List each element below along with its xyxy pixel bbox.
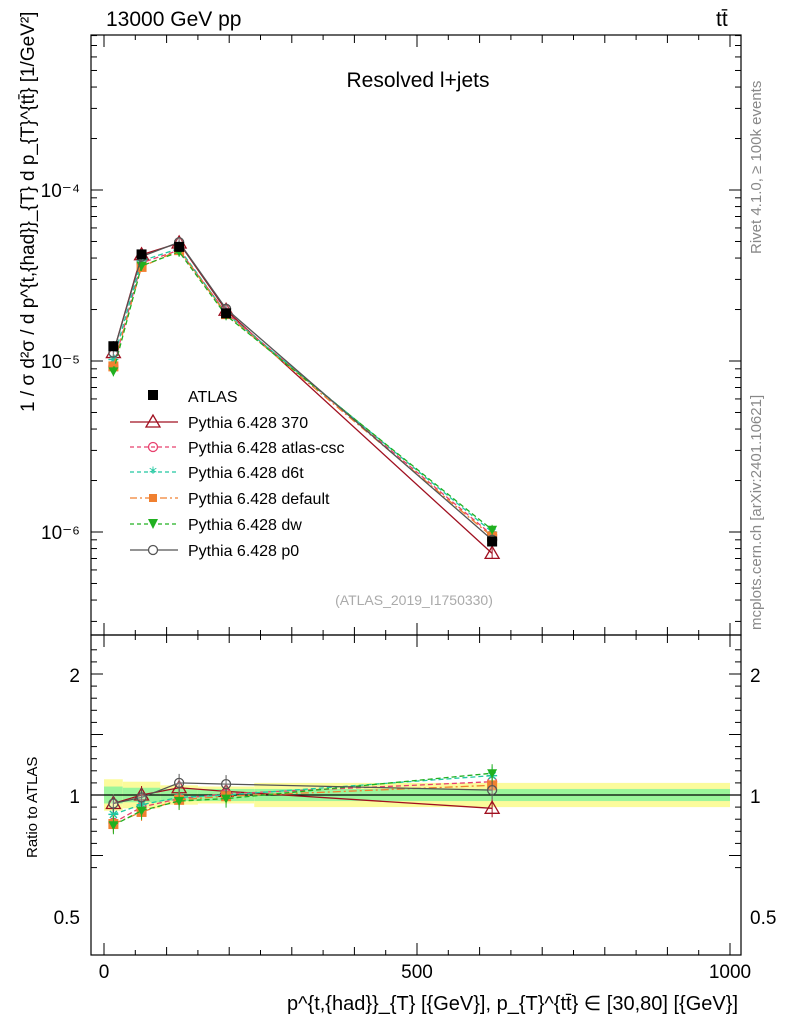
legend-370: Pythia 6.428 370 xyxy=(188,415,308,432)
ratio-point-pythia-6-428-p0 xyxy=(173,777,185,789)
ratio-point-pythia-6-428-p0 xyxy=(486,785,498,796)
ratio-uncertainty-bands xyxy=(91,779,741,811)
main-line-pythia-6-428-dw xyxy=(112,251,493,531)
ytick-1e-4: 10⁻⁴ xyxy=(41,181,80,202)
legend-marker-370 xyxy=(144,413,162,428)
legend-marker-atlascsc xyxy=(147,441,159,453)
rtick-05-right: 0.5 xyxy=(750,908,776,929)
ratio-point-pythia-6-428-dw xyxy=(136,806,147,816)
rtick-1-left: 1 xyxy=(69,787,80,808)
main-point-atlas xyxy=(108,341,119,352)
legend-marker-dw xyxy=(148,519,158,529)
legend-atlas: ATLAS xyxy=(188,389,238,406)
legend-dw: Pythia 6.428 dw xyxy=(188,517,302,534)
legend-p0: Pythia 6.428 p0 xyxy=(188,543,299,560)
ratio-point-pythia-6-428-p0 xyxy=(136,792,147,803)
ratio-point-pythia-6-428-dw xyxy=(221,794,232,804)
ratio-point-pythia-6-428-p0 xyxy=(220,778,232,790)
rtick-2-left: 2 xyxy=(69,666,80,687)
ratio-series-layer xyxy=(105,764,501,835)
ratio-point-pythia-6-428-dw xyxy=(487,769,498,779)
legend-d6t: Pythia 6.428 d6t xyxy=(188,465,304,482)
source-label: mcplots.cern.ch [arXiv:2401.10621] xyxy=(748,395,765,630)
energy-label: 13000 GeV pp xyxy=(106,8,241,31)
ratio-point-pythia-6-428-p0 xyxy=(108,798,119,809)
xlabel: p^{t,{had}}_{T} [{GeV}], p_{T}^{tt̄} ∈ [… xyxy=(287,993,738,1015)
process-label: tt̄ xyxy=(716,8,728,31)
legend-atlascsc: Pythia 6.428 atlas-csc xyxy=(188,440,345,457)
legend-default: Pythia 6.428 default xyxy=(188,491,330,508)
legend-marker-atlas xyxy=(148,390,158,400)
rtick-2-right: 2 xyxy=(750,666,761,687)
xtick-0: 0 xyxy=(99,962,110,983)
xtick-1000: 1000 xyxy=(709,962,751,983)
main-ylabel: 1 / σ d²σ / d p^{t,{had}}_{T} d p_{T}^{t… xyxy=(18,12,39,412)
plot-title: Resolved l+jets xyxy=(347,69,490,92)
legend-marker-p0 xyxy=(147,544,159,556)
ytick-1e-5: 10⁻⁵ xyxy=(41,352,80,373)
ratio-point-pythia-6-428-d6t-stroke xyxy=(109,810,118,819)
ratio-ylabel: Ratio to ATLAS xyxy=(24,757,41,858)
main-point-pythia-6-428-dw xyxy=(108,367,119,377)
rtick-05-left: 0.5 xyxy=(54,908,80,929)
main-point-atlas xyxy=(174,241,185,252)
ratio-point-pythia-6-428-dw xyxy=(174,797,185,807)
legend: ATLAS Pythia 6.428 370 Pythia 6.428 atla… xyxy=(130,389,345,560)
main-point-atlas xyxy=(136,249,147,260)
ytick-1e-6: 10⁻⁶ xyxy=(41,523,80,544)
main-point-atlas xyxy=(487,536,498,547)
main-series-layer xyxy=(105,234,501,560)
axis-frames xyxy=(90,34,742,956)
legend-marker-default xyxy=(149,494,157,502)
main-point-pythia-6-428-370 xyxy=(483,545,501,560)
legend-marker-d6t: * xyxy=(149,463,157,482)
main-point-pythia-6-428-dw xyxy=(487,525,498,535)
xtick-500: 500 xyxy=(401,962,433,983)
main-point-atlas xyxy=(221,308,232,319)
rivet-label: Rivet 4.1.0, ≥ 100k events xyxy=(748,81,765,254)
analysis-id: (ATLAS_2019_I1750330) xyxy=(335,592,493,608)
rtick-1-right: 1 xyxy=(750,787,761,808)
ratio-point-pythia-6-428-dw xyxy=(108,821,119,831)
ratio-point-pythia-6-428-370 xyxy=(483,800,501,814)
